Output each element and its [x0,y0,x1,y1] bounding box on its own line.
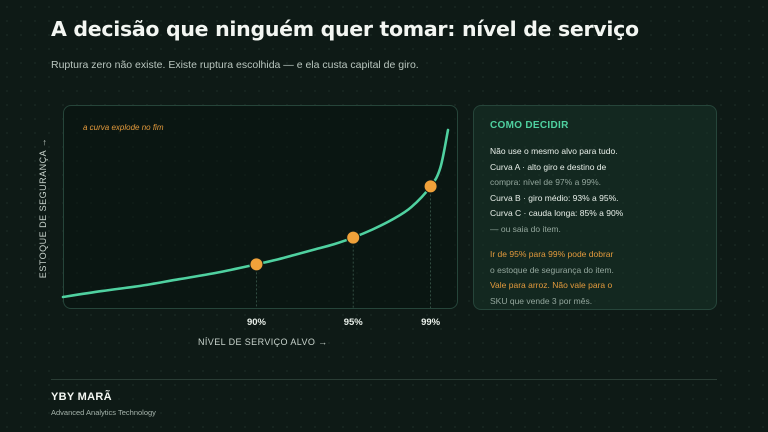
card-line: Curva B · giro médio: 93% a 95%. [490,192,619,203]
card-line: Vale para arroz. Não vale para o [490,280,613,291]
card-line: Não use o mesmo alvo para tudo. [490,146,618,156]
x-tick-label: 95% [344,317,364,328]
x-tick-label: 90% [247,317,267,328]
y-axis-label: ESTOQUE DE SEGURANÇA → [38,137,48,279]
card-line: Curva C · cauda longa: 85% a 90% [490,208,624,219]
page-subtitle: Ruptura zero não existe. Existe ruptura … [51,59,419,71]
chart-annotation: a curva explode no fim [83,123,164,132]
series-line [61,128,450,299]
card-text: Não use o mesmo alvo para tudo. Curva A ·… [490,144,700,310]
card-line: Ir de 95% para 99% pode dobrar [490,249,614,260]
data-point [423,179,438,194]
decision-card: COMO DECIDIR Não use o mesmo alvo para t… [473,105,717,310]
brand-name: YBY MARÃ [51,391,112,403]
card-line: compra: nível de 97% a 99%. [490,177,602,188]
x-tick-label: 99% [421,317,441,328]
card-line: — ou saia do item. [490,223,561,234]
card-line: Curva A · alto giro e destino de [490,161,607,172]
card-line [490,238,700,248]
footer-divider [51,379,717,380]
card-title: COMO DECIDIR [490,120,569,131]
page-title: A decisão que ninguém quer tomar: nível … [51,17,639,41]
data-point [346,230,361,245]
card-line: o estoque de segurança do item. [490,264,614,275]
chart-panel [63,105,458,309]
brand-tagline: Advanced Analytics Technology [51,408,156,417]
x-axis-label: NÍVEL DE SERVIÇO ALVO → [198,337,328,347]
data-point [249,257,264,272]
card-line: SKU que vende 3 por mês. [490,295,593,306]
